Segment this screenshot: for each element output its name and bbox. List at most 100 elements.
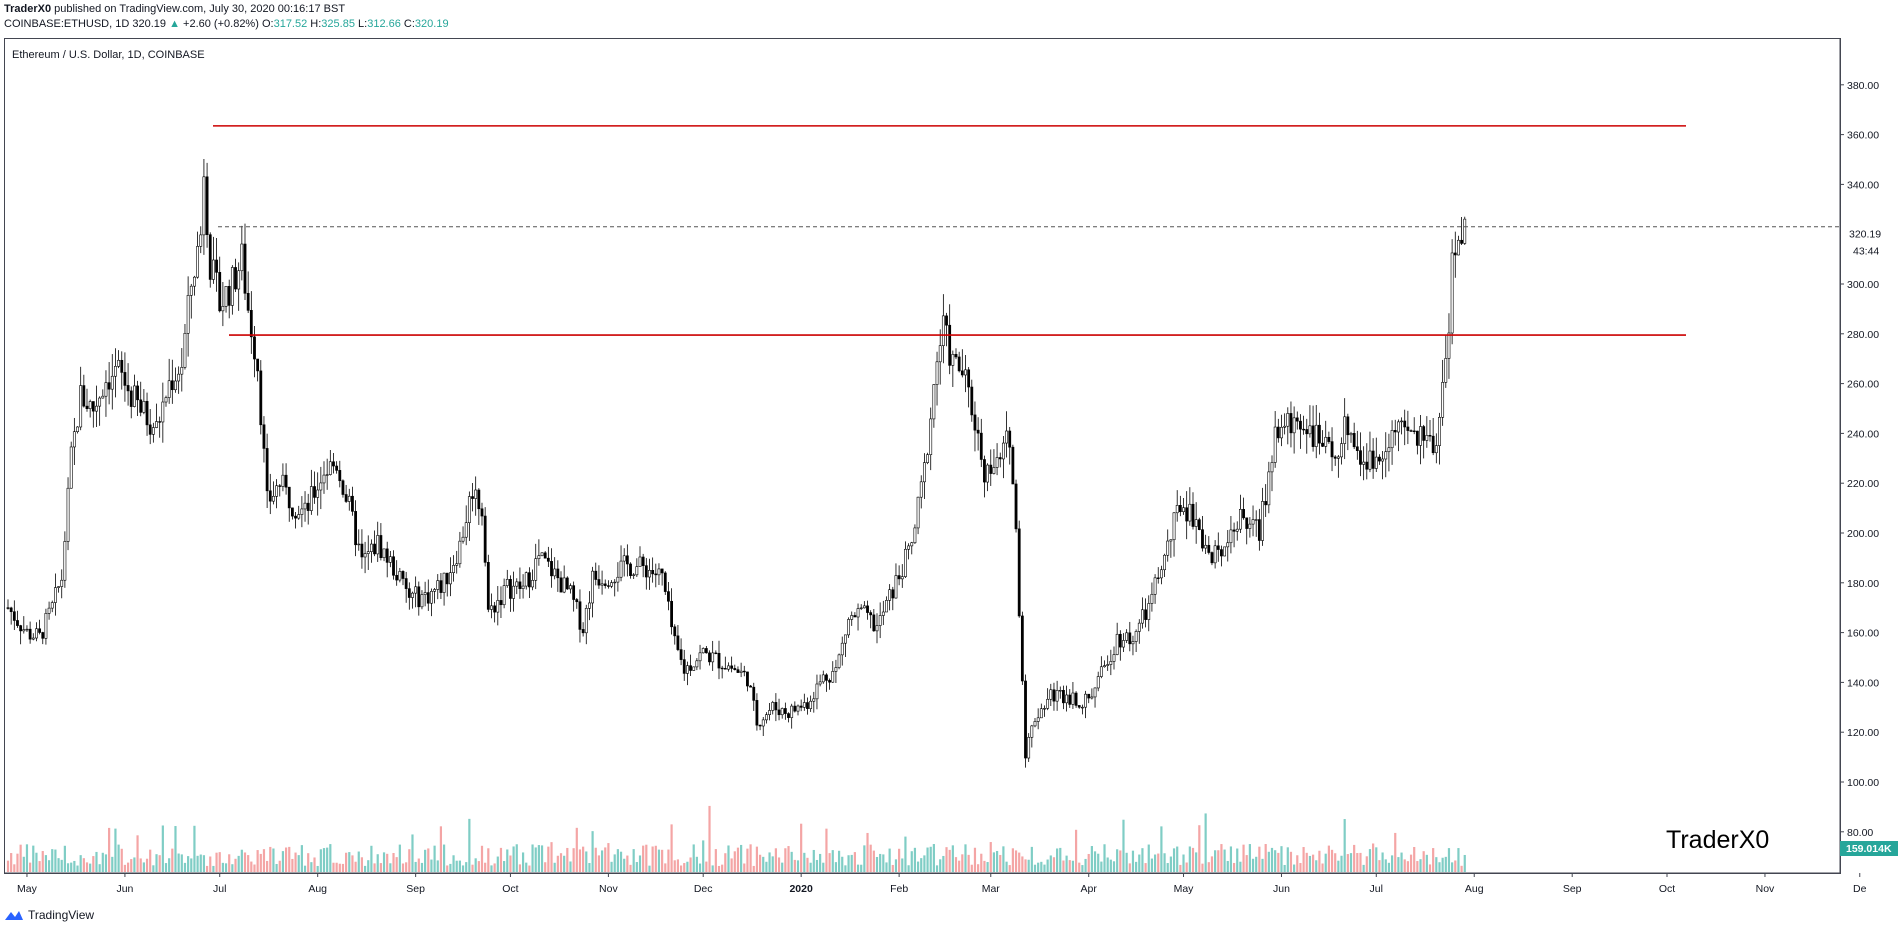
candle-body xyxy=(294,515,297,519)
candle-body xyxy=(490,605,493,610)
candle-body xyxy=(720,667,724,670)
low-label: L: xyxy=(358,18,368,30)
volume-bar xyxy=(727,845,730,872)
x-tick-label: Jun xyxy=(1273,883,1290,895)
candle-body xyxy=(319,482,323,491)
volume-bar xyxy=(702,840,705,872)
candle-body xyxy=(1463,218,1467,244)
candle-body xyxy=(53,587,57,603)
candle-body xyxy=(325,474,329,476)
volume-bar xyxy=(1261,858,1264,872)
publish-info: TraderX0 published on TradingView.com, J… xyxy=(4,3,345,15)
volume-bar xyxy=(995,850,999,872)
candle-body xyxy=(1106,664,1110,666)
volume-bar xyxy=(1043,864,1046,872)
volume-bar xyxy=(847,855,850,872)
candle-body xyxy=(1457,239,1460,256)
candle-body xyxy=(1109,661,1113,665)
candle-body xyxy=(477,489,481,510)
volume-bar xyxy=(825,828,828,872)
candle-body xyxy=(1239,509,1242,530)
volume-bar xyxy=(1182,854,1185,872)
volume-bar xyxy=(85,862,89,872)
candle-body xyxy=(862,605,866,609)
candle-body xyxy=(221,306,225,312)
volume-bar xyxy=(942,855,945,872)
candle-body xyxy=(828,680,832,683)
candle-body xyxy=(1349,433,1353,436)
candle-body xyxy=(941,315,945,346)
volume-bar xyxy=(1191,847,1195,872)
candle-body xyxy=(588,602,591,609)
candle-body xyxy=(344,494,348,502)
publisher-name[interactable]: TraderX0 xyxy=(4,3,52,15)
candle-body xyxy=(1033,721,1037,727)
volume-bar xyxy=(1179,864,1182,872)
volume-bar xyxy=(1425,854,1428,872)
volume-bar xyxy=(379,863,382,872)
volume-bar xyxy=(1207,862,1210,872)
candle-body xyxy=(780,708,784,716)
candle-body xyxy=(1134,631,1138,642)
volume-bar xyxy=(145,858,149,872)
candle-body xyxy=(764,714,768,721)
candle-body xyxy=(1223,546,1227,557)
volume-bar xyxy=(10,853,13,872)
volume-bar xyxy=(278,860,281,872)
volume-bar xyxy=(114,828,117,872)
candle-body xyxy=(1286,413,1290,427)
candle-body xyxy=(436,580,440,590)
candle-body xyxy=(717,652,721,669)
candle-body xyxy=(76,426,79,432)
candle-body xyxy=(12,611,16,621)
candle-body xyxy=(1030,725,1034,738)
volume-bar xyxy=(300,845,303,872)
candle-body xyxy=(983,459,986,483)
volume-bar xyxy=(1169,856,1172,872)
volume-bar xyxy=(711,865,714,872)
candle-body xyxy=(351,495,354,512)
candle-body xyxy=(180,367,184,375)
volume-bar xyxy=(341,863,345,872)
candle-body xyxy=(1027,736,1031,759)
candle-body xyxy=(831,671,835,683)
volume-bar xyxy=(345,852,348,872)
candle-body xyxy=(1368,450,1372,470)
volume-bar xyxy=(822,862,825,872)
volume-bar xyxy=(1046,859,1049,872)
volume-bar xyxy=(1321,863,1324,872)
candle-body xyxy=(1153,577,1157,595)
candle-body xyxy=(1147,603,1151,620)
candle-body xyxy=(363,553,367,558)
candle-body xyxy=(1374,456,1378,469)
volume-bar xyxy=(1324,853,1327,872)
candle-body xyxy=(357,543,361,546)
candle-body xyxy=(215,259,218,273)
candle-body xyxy=(1422,426,1426,441)
volume-bar xyxy=(758,854,762,872)
volume-bar xyxy=(221,862,224,872)
volume-bar xyxy=(468,818,471,872)
candle-body xyxy=(1039,708,1043,719)
candle-body xyxy=(104,382,108,397)
volume-bar xyxy=(1214,850,1217,872)
tradingview-branding[interactable]: TradingView xyxy=(4,908,94,922)
y-tick-label: 260.00 xyxy=(1847,379,1879,391)
volume-bar xyxy=(1071,860,1075,872)
candle-body xyxy=(787,713,790,718)
volume-bar xyxy=(661,849,664,872)
volume-bar xyxy=(73,860,76,872)
candle-body xyxy=(322,474,326,484)
volume-bar xyxy=(774,848,777,872)
volume-bar xyxy=(168,858,171,872)
volume-bar xyxy=(70,862,73,872)
volume-bar xyxy=(556,855,559,872)
volume-bar xyxy=(1251,858,1255,872)
candle-body xyxy=(1441,382,1445,418)
last-price-label: 320.19 xyxy=(1849,229,1881,241)
candle-body xyxy=(537,555,541,560)
candle-body xyxy=(1321,442,1324,447)
volume-bar xyxy=(439,826,443,872)
candle-body xyxy=(1074,692,1078,706)
